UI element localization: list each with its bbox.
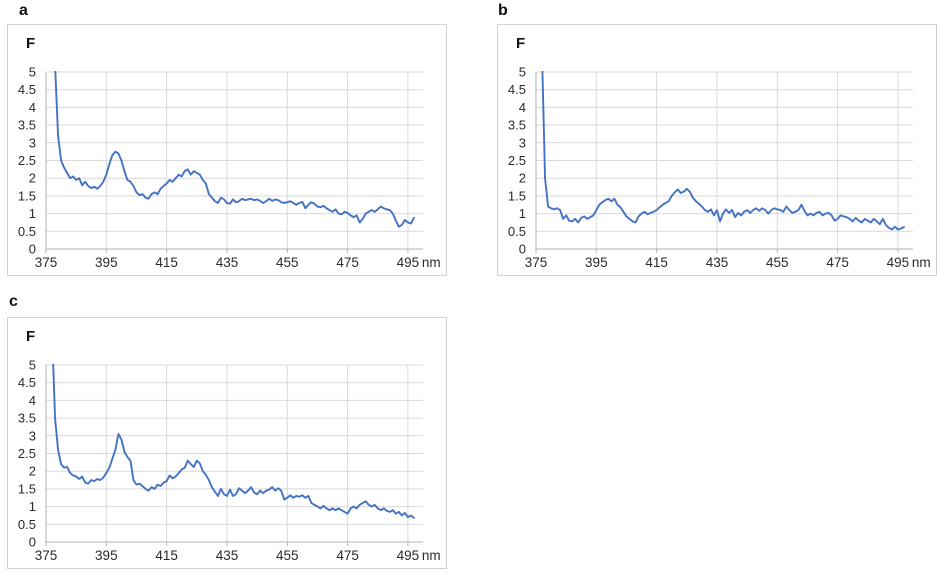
y-tick-label: 0.5 xyxy=(508,224,526,239)
y-tick-label: 4 xyxy=(29,100,36,115)
x-tick-label: 375 xyxy=(35,548,58,563)
y-tick-label: 2.5 xyxy=(508,153,526,168)
y-axis-title: F xyxy=(516,35,525,52)
x-tick-label: 495 xyxy=(397,548,420,563)
x-tick-label: 415 xyxy=(645,255,668,270)
y-tick-label: 5 xyxy=(29,358,36,373)
panel-label-a: a xyxy=(19,2,28,19)
y-tick-label: 3.5 xyxy=(18,118,36,133)
y-tick-label: 2 xyxy=(29,171,36,186)
x-tick-label: 415 xyxy=(155,548,178,563)
x-tick-label: 455 xyxy=(276,548,299,563)
y-tick-label: 5 xyxy=(519,65,526,80)
panel-label-c: c xyxy=(9,293,18,310)
spectrum-line xyxy=(541,71,905,231)
y-tick-label: 0 xyxy=(29,242,36,257)
spectrum-line xyxy=(54,71,415,228)
y-tick-label: 4.5 xyxy=(18,375,36,390)
y-tick-label: 4.5 xyxy=(18,82,36,97)
y-tick-label: 3.5 xyxy=(18,411,36,426)
y-tick-label: 1 xyxy=(29,206,36,221)
y-axis-title: F xyxy=(26,328,35,345)
x-tick-label: 395 xyxy=(585,255,608,270)
x-tick-label: 395 xyxy=(95,548,118,563)
y-tick-label: 1.5 xyxy=(18,188,36,203)
x-unit-label: nm xyxy=(912,255,931,270)
x-tick-label: 475 xyxy=(336,255,359,270)
y-tick-label: 5 xyxy=(29,65,36,80)
x-tick-label: 495 xyxy=(397,255,420,270)
y-axis-title: F xyxy=(26,35,35,52)
y-tick-label: 1.5 xyxy=(18,481,36,496)
chart-panel-a: 5 4.5 4 3.5 3 2.5 2 1.5 1 0.5 0 375 395 415 435 455 475 4… xyxy=(7,24,447,276)
x-unit-label: nm xyxy=(422,548,441,563)
y-tick-label: 4.5 xyxy=(508,82,526,97)
panel-label-b: b xyxy=(498,2,508,19)
y-tick-label: 4 xyxy=(29,393,36,408)
y-tick-label: 2.5 xyxy=(18,446,36,461)
x-tick-label: 375 xyxy=(35,255,58,270)
y-tick-label: 1 xyxy=(519,206,526,221)
chart-panel-c: 5 4.5 4 3.5 3 2.5 2 1.5 1 0.5 0 375 395 415 435 455 475 4… xyxy=(7,317,447,569)
x-tick-label: 455 xyxy=(766,255,789,270)
y-tick-label: 0.5 xyxy=(18,224,36,239)
spectrum-line xyxy=(52,364,415,519)
y-tick-label: 2.5 xyxy=(18,153,36,168)
y-tick-label: 3 xyxy=(519,135,526,150)
y-tick-label: 3 xyxy=(29,428,36,443)
x-tick-label: 435 xyxy=(706,255,729,270)
y-tick-label: 0 xyxy=(519,242,526,257)
x-tick-label: 475 xyxy=(336,548,359,563)
x-tick-label: 435 xyxy=(216,255,239,270)
x-tick-label: 495 xyxy=(887,255,910,270)
x-unit-label: nm xyxy=(422,255,441,270)
x-tick-label: 475 xyxy=(826,255,849,270)
x-tick-label: 395 xyxy=(95,255,118,270)
y-tick-label: 0.5 xyxy=(18,517,36,532)
y-tick-label: 0 xyxy=(29,535,36,550)
y-tick-label: 2 xyxy=(29,464,36,479)
x-tick-label: 415 xyxy=(155,255,178,270)
y-tick-label: 4 xyxy=(519,100,526,115)
y-tick-label: 1 xyxy=(29,499,36,514)
y-tick-label: 2 xyxy=(519,171,526,186)
x-tick-label: 455 xyxy=(276,255,299,270)
x-tick-label: 435 xyxy=(216,548,239,563)
y-tick-label: 1.5 xyxy=(508,188,526,203)
x-tick-label: 375 xyxy=(525,255,548,270)
y-tick-label: 3 xyxy=(29,135,36,150)
y-tick-label: 3.5 xyxy=(508,118,526,133)
chart-panel-b: 5 4.5 4 3.5 3 2.5 2 1.5 1 0.5 0 375 395 415 435 455 475 4… xyxy=(497,24,937,276)
